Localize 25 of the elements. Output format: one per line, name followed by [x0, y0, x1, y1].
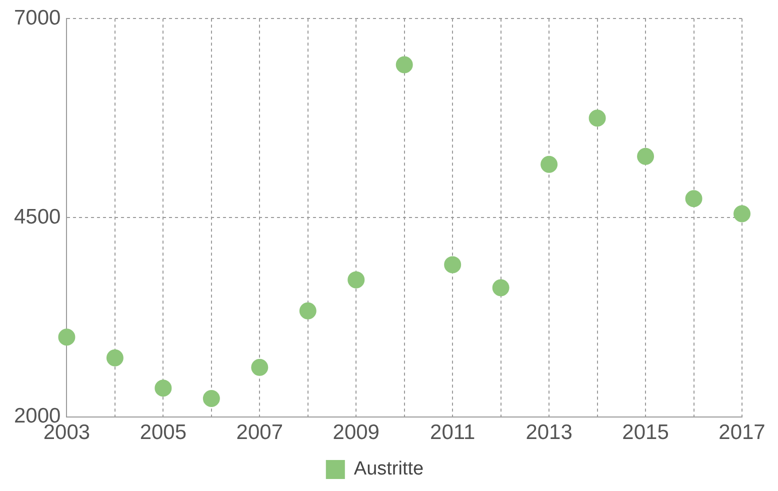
x-tick-label: 2007 — [236, 421, 284, 444]
x-tick-label: 2013 — [526, 421, 572, 444]
point — [685, 190, 702, 208]
point — [299, 302, 316, 320]
point — [154, 380, 172, 397]
point — [734, 205, 750, 222]
x-tick-label: 2015 — [622, 421, 669, 444]
point — [492, 279, 510, 296]
point — [396, 56, 413, 74]
point — [540, 156, 558, 173]
x-tick-label: 2005 — [140, 421, 187, 444]
point — [251, 358, 268, 376]
point — [202, 390, 220, 407]
x-tick-label: 2017 — [718, 421, 766, 444]
y-tick-label: 4500 — [14, 205, 61, 228]
point — [444, 256, 462, 274]
x-tick-label: 2011 — [430, 421, 476, 444]
point — [58, 328, 76, 346]
x-tick-label: 2009 — [332, 421, 380, 444]
legend-label: Austritte — [354, 458, 424, 480]
point — [637, 148, 654, 165]
y-tick-label: 7000 — [14, 6, 61, 30]
point — [348, 271, 365, 288]
point — [588, 110, 606, 127]
point — [106, 349, 124, 366]
